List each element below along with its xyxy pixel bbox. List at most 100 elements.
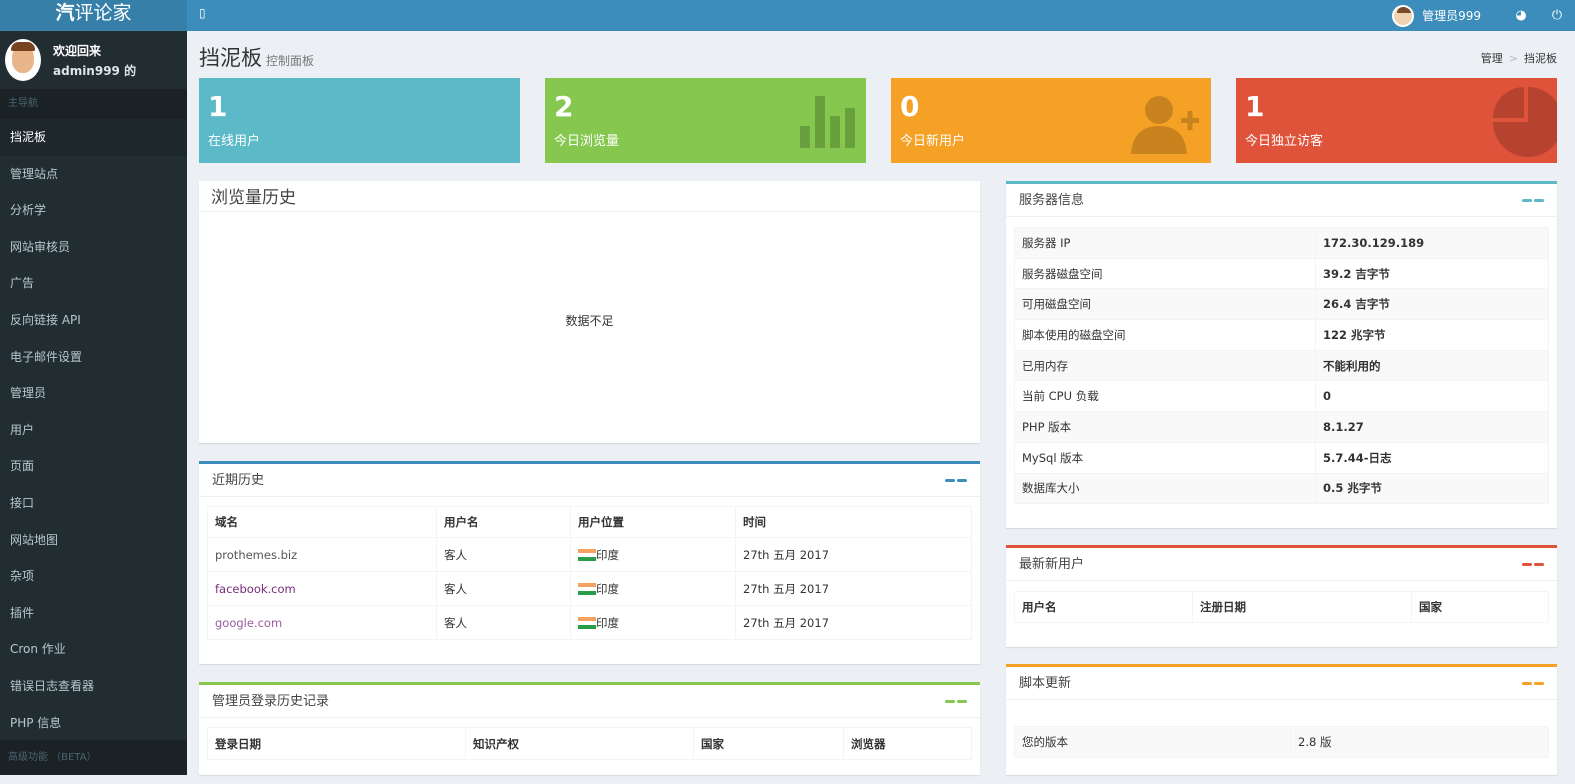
breadcrumb-home[interactable]: 管理 xyxy=(1480,52,1503,65)
row-label: 数据库大小 xyxy=(1014,472,1316,505)
server-info-table: 服务器 IP 172.30.129.189 服务器磁盘空间 39.2 吉字节 可用磁盘空… xyxy=(1014,227,1549,505)
column-header: 用户名 xyxy=(436,506,571,538)
page-subtitle: 控制面板 xyxy=(266,54,315,68)
new-users-box: 最新新用户 用户名 注册日期 国家 xyxy=(1006,545,1557,647)
server-info-box: 服务器信息 服务器 IP 172.30.129.189 服务器磁盘空间 39.2 吉字… xyxy=(1006,181,1557,528)
box-title: 管理员登录历史记录 xyxy=(212,694,330,709)
table-row: MySql 版本 5.7.44-日志 xyxy=(1014,441,1549,474)
row-label: 您的版本 xyxy=(1014,726,1291,758)
stat-page-views: 2 今日浏览量 xyxy=(545,78,866,163)
sidebar-item[interactable]: 电子邮件设置 xyxy=(10,349,83,364)
table-row: 可用磁盘空间 26.4 吉字节 xyxy=(1014,288,1549,321)
collapse-button[interactable] xyxy=(945,700,967,703)
column-header: 时间 xyxy=(735,506,972,538)
new-users-table: 用户名 注册日期 国家 xyxy=(1014,591,1549,623)
table-row: 脚本使用的磁盘空间 122 兆字节 xyxy=(1014,319,1549,351)
box-title: 近期历史 xyxy=(212,473,265,488)
page-title-text: 挡泥板 xyxy=(199,46,262,70)
row-label: 已用内存 xyxy=(1014,349,1316,382)
column-header: 浏览器 xyxy=(843,727,972,760)
location-cell: 印度 xyxy=(570,537,736,572)
recent-history-box: 近期历史 域名 用户名 用户位置 时间 prothemes.biz 客人 印度 27th 五月… xyxy=(199,461,980,664)
row-label: PHP 版本 xyxy=(1014,411,1316,443)
bar-chart-icon xyxy=(800,96,855,148)
india-flag-icon xyxy=(578,549,596,561)
top-navbar: 汽评论家 ▯ 管理员999 ◕ ⏻ xyxy=(0,0,1575,31)
user-menu[interactable]: 管理员999 xyxy=(1422,9,1481,23)
username-cell: 客人 xyxy=(436,605,571,640)
location-cell: 印度 xyxy=(570,571,736,606)
sidebar-item[interactable]: 管理站点 xyxy=(10,166,59,181)
sidebar-item[interactable]: PHP 信息 xyxy=(10,715,62,730)
time-cell: 27th 五月 2017 xyxy=(735,537,972,572)
collapse-button[interactable] xyxy=(1522,682,1544,685)
sidebar-item[interactable]: 广告 xyxy=(10,276,35,291)
row-value: 5.7.44-日志 xyxy=(1315,441,1549,474)
username-cell: 客人 xyxy=(436,537,571,572)
row-label: 可用磁盘空间 xyxy=(1014,288,1316,321)
logo-bold: 汽 xyxy=(55,2,75,24)
stat-value: 2 xyxy=(554,90,574,123)
column-header: 登录日期 xyxy=(207,727,466,760)
power-icon[interactable]: ⏻ xyxy=(1551,8,1563,23)
page-title: 挡泥板 控制面板 xyxy=(199,42,314,72)
username-cell: 客人 xyxy=(436,571,571,606)
sidebar-item[interactable]: Cron 作业 xyxy=(10,642,66,657)
sidebar-item[interactable]: 分析学 xyxy=(10,203,47,218)
stat-new-users: 0 今日新用户 xyxy=(891,78,1211,163)
sidebar-item[interactable]: 接口 xyxy=(10,495,35,510)
globe-icon[interactable]: ◕ xyxy=(1515,8,1527,23)
user-panel: 欢迎回来 admin999 的 xyxy=(0,31,187,89)
table-row: facebook.com 客人 印度 27th 五月 2017 xyxy=(207,571,972,606)
column-header: 用户名 xyxy=(1014,591,1193,623)
box-title: 脚本更新 xyxy=(1019,676,1072,691)
table-row: 数据库大小 0.5 兆字节 xyxy=(1014,472,1549,505)
empty-message: 数据不足 xyxy=(565,314,614,328)
sidebar-item[interactable]: 网站审核员 xyxy=(10,239,71,254)
row-value: 122 兆字节 xyxy=(1315,319,1549,351)
sidebar-item[interactable]: 管理员 xyxy=(10,386,47,401)
sidebar-item[interactable]: 用户 xyxy=(10,422,35,437)
location-text: 印度 xyxy=(596,547,619,562)
location-text: 印度 xyxy=(596,581,619,596)
row-value: 172.30.129.189 xyxy=(1315,227,1549,259)
logo[interactable]: 汽评论家 xyxy=(0,0,187,31)
time-cell: 27th 五月 2017 xyxy=(735,605,972,640)
sidebar-toggle-button[interactable]: ▯ xyxy=(199,6,206,20)
sidebar-item[interactable]: 错误日志查看器 xyxy=(10,678,95,693)
row-label: 服务器 IP xyxy=(1014,227,1316,259)
stat-online-users: 1 在线用户 xyxy=(199,78,520,163)
stat-label: 今日独立访客 xyxy=(1245,134,1324,149)
column-header: 用户位置 xyxy=(570,506,736,538)
collapse-button[interactable] xyxy=(1522,199,1544,202)
sidebar-item[interactable]: 杂项 xyxy=(10,569,35,584)
column-header: 国家 xyxy=(1411,591,1549,623)
table-row: 已用内存 不能利用的 xyxy=(1014,349,1549,382)
row-label: MySql 版本 xyxy=(1014,441,1316,474)
location-text: 印度 xyxy=(596,615,619,630)
collapse-button[interactable] xyxy=(945,479,967,482)
sidebar-item[interactable]: 网站地图 xyxy=(10,532,59,547)
stat-label: 今日新用户 xyxy=(900,134,966,149)
domain-link[interactable]: google.com xyxy=(207,605,437,640)
table-row: 服务器 IP 172.30.129.189 xyxy=(1014,227,1549,259)
row-value: 39.2 吉字节 xyxy=(1315,257,1549,290)
collapse-button[interactable] xyxy=(1522,563,1544,566)
row-value: 不能利用的 xyxy=(1315,349,1549,382)
table-row: prothemes.biz 客人 印度 27th 五月 2017 xyxy=(207,537,972,572)
breadcrumb: 管理 > 挡泥板 xyxy=(1480,52,1557,65)
admin-login-box: 管理员登录历史记录 登录日期 知识产权 国家 浏览器 xyxy=(199,682,980,775)
script-update-table: 您的版本 2.8 版 xyxy=(1014,726,1549,758)
domain-link[interactable]: prothemes.biz xyxy=(207,537,437,572)
india-flag-icon xyxy=(578,617,596,629)
sidebar-item[interactable]: 插件 xyxy=(10,605,35,620)
sidebar-item[interactable]: 反向链接 API xyxy=(10,312,81,327)
user-add-icon xyxy=(1131,96,1199,154)
stat-value: 0 xyxy=(900,90,920,123)
sidebar-item[interactable]: 页面 xyxy=(10,459,35,474)
domain-link[interactable]: facebook.com xyxy=(207,571,437,606)
user-avatar-small[interactable] xyxy=(1392,4,1415,27)
sidebar: 欢迎回来 admin999 的 主导航 挡泥板 管理站点 分析学 网站审核员 广告 反向链… xyxy=(0,31,187,775)
sidebar-item[interactable]: 挡泥板 xyxy=(0,119,187,156)
row-value: 0 xyxy=(1315,380,1549,413)
